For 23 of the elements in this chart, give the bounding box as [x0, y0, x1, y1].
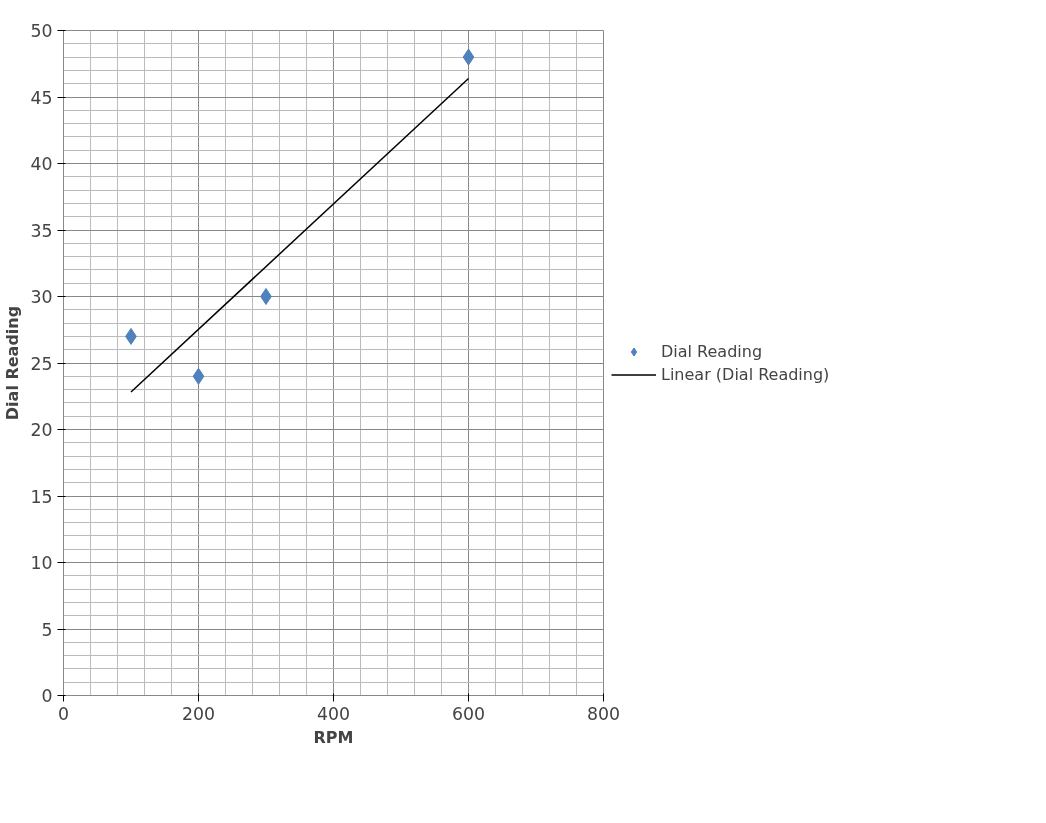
- y-tick-label: 35: [30, 220, 53, 241]
- point: [192, 367, 205, 385]
- y-axis-title: Dial Reading: [3, 305, 23, 421]
- point: [260, 288, 272, 305]
- x-tick-label: 0: [57, 703, 70, 724]
- x-tick-label: 200: [181, 703, 216, 724]
- y-tick-label: 30: [30, 287, 53, 307]
- legend-label: Linear (Dial Reading): [661, 364, 830, 384]
- y-tick-label: 0: [41, 686, 53, 706]
- y-tick-label: 5: [41, 619, 53, 640]
- x-tick-label: 600: [451, 703, 486, 724]
- x-tick-label: 400: [316, 703, 351, 724]
- y-tick-label: 25: [30, 353, 53, 374]
- x-axis-title: RPM: [313, 727, 354, 747]
- y-tick-label: 40: [30, 154, 53, 174]
- y-tick-label: 50: [30, 21, 53, 41]
- y-tick-label: 20: [30, 420, 53, 440]
- y-tick-label: 10: [30, 553, 53, 573]
- y-tick-label: 15: [30, 486, 53, 507]
- x-tick-label: 800: [586, 703, 621, 724]
- legend-label: Dial Reading: [661, 341, 763, 361]
- point: [462, 48, 475, 66]
- y-tick-label: 45: [30, 87, 53, 108]
